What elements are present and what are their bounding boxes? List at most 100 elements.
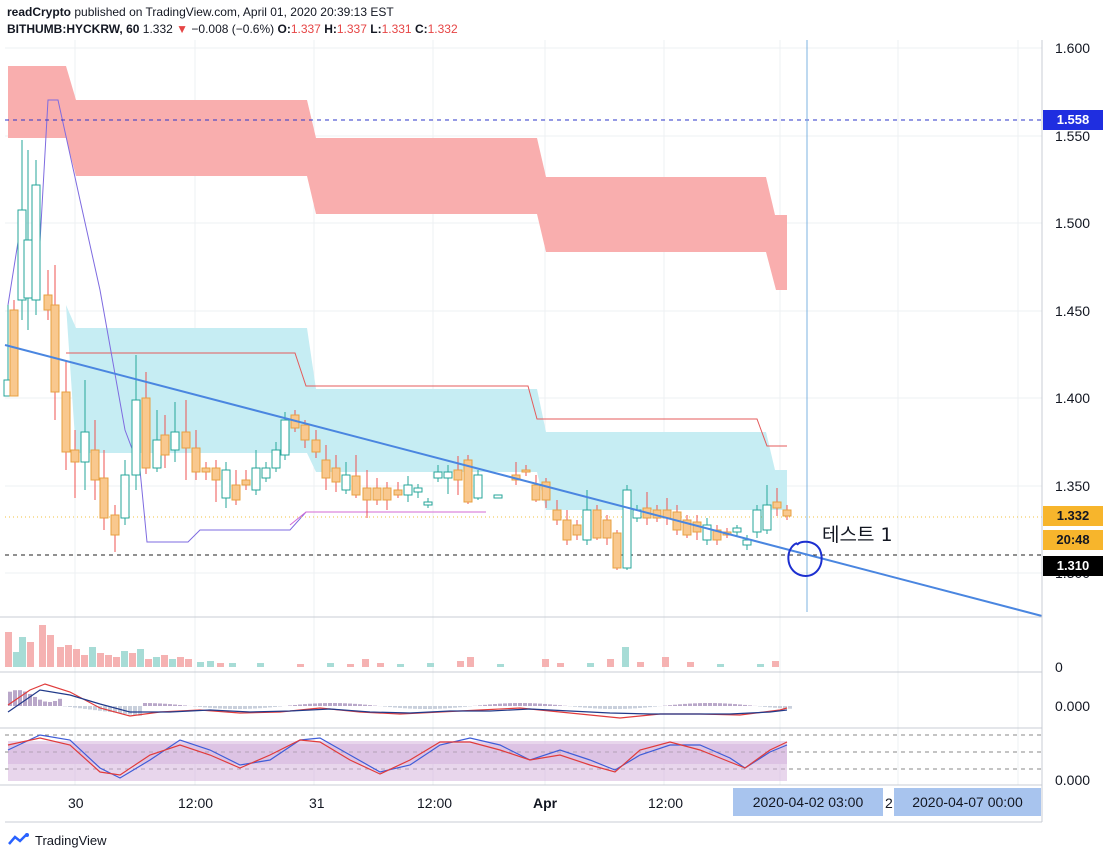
candle-body bbox=[261, 467, 271, 479]
candle-body bbox=[473, 474, 483, 499]
price-tick: 1.600 bbox=[1055, 40, 1090, 56]
candle-body bbox=[732, 527, 742, 533]
macd-histogram-bar bbox=[8, 691, 12, 706]
candle-body bbox=[772, 501, 782, 509]
macd-histogram-bar bbox=[313, 703, 317, 706]
macd-histogram-bar bbox=[298, 704, 302, 706]
volume-bar bbox=[327, 663, 334, 667]
macd-histogram-bar bbox=[338, 703, 342, 706]
author-name[interactable]: readCrypto bbox=[7, 5, 72, 19]
macd-histogram-bar bbox=[533, 703, 537, 706]
macd-histogram-bar bbox=[653, 706, 657, 707]
macd-histogram-bar bbox=[353, 703, 357, 706]
macd-histogram-bar bbox=[18, 690, 22, 706]
macd-histogram-bar bbox=[408, 706, 412, 709]
macd-histogram-bar bbox=[38, 699, 42, 706]
macd-histogram-bar bbox=[513, 703, 517, 706]
macd-histogram-bar bbox=[433, 706, 437, 709]
macd-histogram-bar bbox=[148, 703, 152, 706]
chart-annotation-text[interactable]: 테스트 1 bbox=[822, 524, 893, 546]
volume-bar bbox=[497, 664, 504, 667]
volume-bar bbox=[57, 647, 64, 667]
open-value: 1.337 bbox=[290, 22, 321, 36]
candle-body bbox=[120, 474, 130, 519]
macd-histogram-bar bbox=[138, 706, 142, 716]
macd-histogram-bar bbox=[153, 703, 157, 706]
candle-body bbox=[211, 467, 221, 481]
volume-bar bbox=[557, 663, 564, 667]
close-value: 1.332 bbox=[427, 22, 458, 36]
candle-body bbox=[341, 474, 351, 491]
publish-info: readCrypto published on TradingView.com,… bbox=[7, 5, 394, 19]
volume-bar bbox=[185, 659, 192, 667]
candle-body bbox=[152, 439, 162, 469]
macd-histogram-bar bbox=[698, 703, 702, 706]
lagging-line bbox=[7, 99, 486, 543]
macd-histogram-bar bbox=[43, 701, 47, 706]
macd-histogram-bar bbox=[228, 706, 232, 709]
macd-histogram-bar bbox=[178, 704, 182, 706]
rsi-area bbox=[8, 741, 787, 781]
macd-histogram-bar bbox=[58, 698, 62, 706]
macd-histogram-bar bbox=[523, 703, 527, 706]
macd-histogram-bar bbox=[413, 706, 417, 709]
time-tick: 12:00 bbox=[417, 795, 452, 811]
candle-body bbox=[170, 431, 180, 451]
time-tick: 12:00 bbox=[648, 795, 683, 811]
macd-histogram-bar bbox=[528, 703, 532, 706]
price-tick: 1.550 bbox=[1055, 128, 1090, 144]
macd-histogram-bar bbox=[553, 704, 557, 706]
macd-histogram-bar bbox=[683, 703, 687, 706]
volume-bar bbox=[587, 663, 594, 667]
macd-histogram-bar bbox=[358, 704, 362, 706]
macd-histogram-bar bbox=[288, 705, 292, 706]
macd-histogram-bar bbox=[503, 703, 507, 706]
volume-bars bbox=[5, 625, 779, 667]
candle-body bbox=[221, 469, 231, 499]
candle-body bbox=[463, 459, 473, 503]
macd-histogram-bar bbox=[423, 706, 427, 709]
macd-histogram-bar bbox=[738, 704, 742, 706]
macd-histogram-bar bbox=[213, 706, 217, 709]
macd-histogram-bar bbox=[33, 696, 37, 706]
last-value: 1.332 bbox=[142, 22, 173, 36]
conversion-line bbox=[289, 511, 486, 526]
macd-histogram-bar bbox=[208, 706, 212, 708]
macd-histogram-bar bbox=[308, 703, 312, 706]
candle-body bbox=[433, 471, 443, 479]
candle-body bbox=[541, 481, 551, 501]
candle-body bbox=[43, 294, 53, 311]
macd-histogram-bar bbox=[713, 703, 717, 706]
candle-body bbox=[453, 469, 463, 481]
candle-body bbox=[531, 484, 541, 501]
volume-bar bbox=[73, 649, 80, 667]
publish-line: published on TradingView.com, April 01, … bbox=[74, 5, 394, 19]
ichimoku-cloud-red bbox=[8, 66, 787, 290]
tradingview-logo[interactable]: TradingView bbox=[7, 832, 107, 848]
macd-histogram-bar bbox=[368, 705, 372, 706]
macd-histogram-bar bbox=[518, 703, 522, 706]
macd-histogram-bar bbox=[23, 691, 27, 706]
macd-histogram-bar bbox=[253, 706, 257, 709]
candle-body bbox=[160, 434, 170, 456]
macd-histogram-bar bbox=[628, 706, 632, 709]
macd-histogram-bar bbox=[328, 703, 332, 706]
candle-body bbox=[191, 447, 201, 473]
volume-bar bbox=[27, 642, 34, 667]
drawn-circle bbox=[787, 540, 823, 577]
candle-body bbox=[90, 449, 100, 481]
macd-histogram-bar bbox=[498, 703, 502, 706]
candle-body bbox=[321, 459, 331, 479]
macd-histogram-bar bbox=[123, 706, 127, 714]
candle-body bbox=[372, 487, 382, 501]
macd-histogram-bar bbox=[443, 706, 447, 709]
candle-body bbox=[552, 509, 562, 521]
volume-bar bbox=[637, 662, 644, 667]
candle-body bbox=[99, 477, 109, 519]
price-tick: 1.350 bbox=[1055, 478, 1090, 494]
volume-bar bbox=[121, 651, 128, 667]
macd-histogram-bar bbox=[733, 704, 737, 706]
macd-histogram-bar bbox=[133, 706, 137, 716]
volume-bar bbox=[757, 664, 764, 667]
